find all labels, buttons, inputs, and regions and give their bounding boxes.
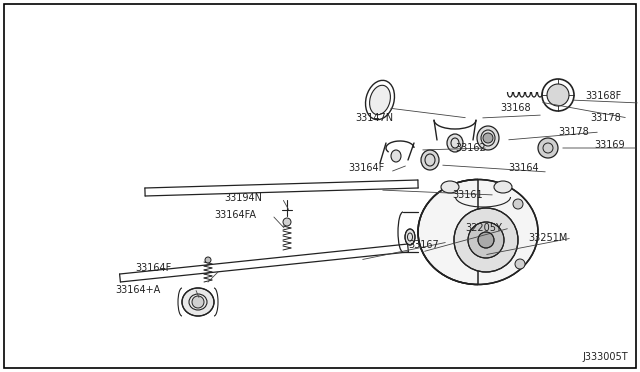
Ellipse shape [418, 180, 538, 285]
Text: 33168F: 33168F [585, 91, 621, 101]
Ellipse shape [421, 150, 439, 170]
Text: 33251M: 33251M [528, 233, 568, 243]
Circle shape [483, 133, 493, 143]
Text: 33161: 33161 [452, 190, 483, 200]
Ellipse shape [494, 181, 512, 193]
Text: 33178: 33178 [558, 127, 589, 137]
Circle shape [205, 257, 211, 263]
Text: 33167: 33167 [408, 240, 439, 250]
Circle shape [515, 259, 525, 269]
Ellipse shape [391, 150, 401, 162]
Circle shape [283, 218, 291, 226]
Text: 33164F: 33164F [135, 263, 172, 273]
Circle shape [192, 296, 204, 308]
Ellipse shape [182, 288, 214, 316]
Circle shape [513, 199, 523, 209]
Text: 33164+A: 33164+A [115, 285, 160, 295]
Text: 33164: 33164 [508, 163, 539, 173]
Text: 33178: 33178 [590, 113, 621, 123]
Text: 33164FA: 33164FA [214, 210, 256, 220]
Circle shape [468, 222, 504, 258]
Text: 32205Y: 32205Y [465, 223, 502, 233]
Ellipse shape [447, 134, 463, 152]
Ellipse shape [405, 229, 415, 245]
Text: 33168: 33168 [500, 103, 531, 113]
Text: 33169: 33169 [594, 140, 625, 150]
Ellipse shape [441, 181, 459, 193]
Ellipse shape [369, 85, 390, 115]
Text: 33162: 33162 [455, 143, 486, 153]
Text: 33164F: 33164F [348, 163, 384, 173]
Circle shape [538, 138, 558, 158]
Text: J333005T: J333005T [582, 352, 628, 362]
Circle shape [454, 208, 518, 272]
Ellipse shape [477, 126, 499, 150]
Text: 33194N: 33194N [224, 193, 262, 203]
Circle shape [547, 84, 569, 106]
Circle shape [478, 232, 494, 248]
Text: 33147N: 33147N [355, 113, 393, 123]
